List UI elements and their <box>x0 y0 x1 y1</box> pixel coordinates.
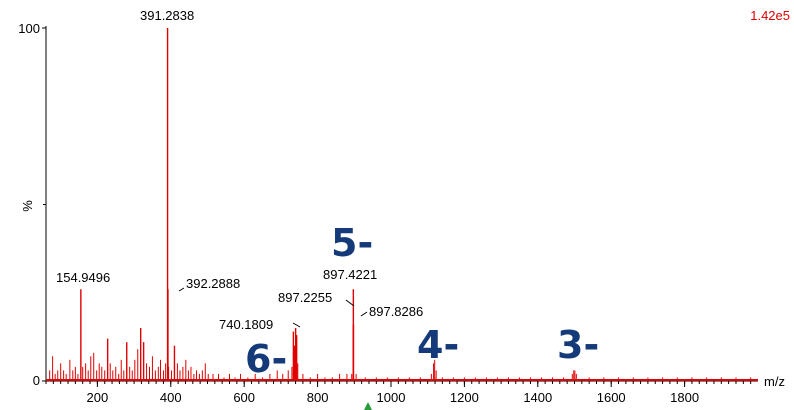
peak-label-392-2888: 392.2888 <box>186 276 240 291</box>
leader-897-2255 <box>345 299 355 307</box>
intensity-scale-label: 1.42e5 <box>750 8 790 23</box>
charge-state-5-minus: 5- <box>331 221 373 265</box>
peak-label-897-8286: 897.8286 <box>369 304 423 319</box>
peak-label-391-2838: 391.2838 <box>140 8 194 23</box>
x-tick-label: 200 <box>87 390 109 405</box>
x-axis-title: m/z <box>764 374 785 389</box>
y-tick-label-100: 100 <box>18 21 40 36</box>
peak-label-897-2255: 897.2255 <box>278 290 332 305</box>
peak-leader-lines <box>178 287 368 328</box>
x-tick-label: 600 <box>233 390 255 405</box>
x-tick-label: 800 <box>307 390 329 405</box>
x-tick-label: 1200 <box>450 390 479 405</box>
x-tick-label: 1000 <box>377 390 406 405</box>
x-tick-label: 400 <box>160 390 182 405</box>
leader-392 <box>178 287 185 292</box>
leader-740 <box>292 322 301 328</box>
x-tick-label: 1600 <box>597 390 626 405</box>
peak-label-897-4221: 897.4221 <box>323 267 377 282</box>
charge-state-3-minus: 3- <box>557 323 599 367</box>
charge-state-4-minus: 4- <box>417 323 459 367</box>
y-tick-label-0: 0 <box>33 373 40 388</box>
charge-state-6-minus: 6- <box>245 337 287 381</box>
peak-label-154-9496: 154.9496 <box>56 270 110 285</box>
x-tick-label: 1400 <box>523 390 552 405</box>
green-marker-icon <box>364 402 372 410</box>
leader-897-8286 <box>360 311 368 317</box>
peak-label-740-1809: 740.1809 <box>219 317 273 332</box>
x-tick-label: 1800 <box>670 390 699 405</box>
x-major-ticks: 200 400 600 800 1000 1200 1400 1600 1800 <box>87 381 699 405</box>
y-axis-title: % <box>20 200 35 212</box>
spectrum-peaks <box>46 28 758 381</box>
